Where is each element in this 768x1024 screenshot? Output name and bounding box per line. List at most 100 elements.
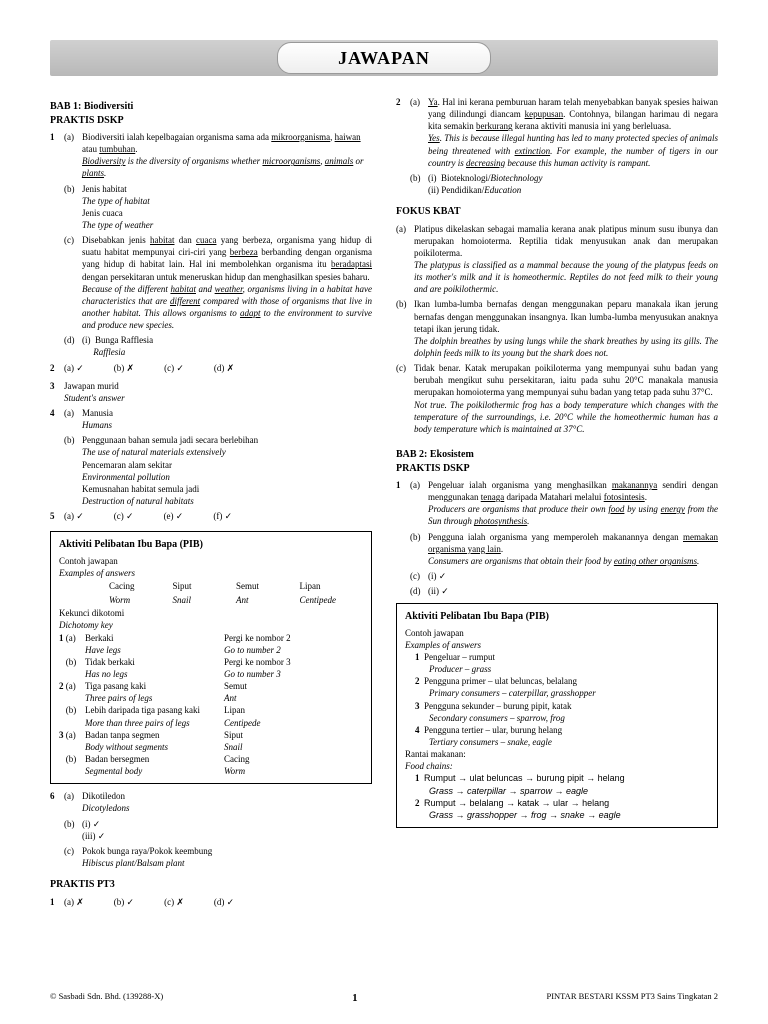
page-banner: JAWAPAN bbox=[50, 40, 718, 76]
footer-left: © Sasbadi Sdn. Bhd. (139288-X) bbox=[50, 991, 163, 1006]
q1b: (b) Jenis habitat The type of habitat Je… bbox=[50, 183, 372, 232]
pt3-c: (c) ✗ bbox=[164, 896, 184, 908]
r-q2a: 2(a) Ya. Hal ini kerana pemburuan haram … bbox=[396, 96, 718, 169]
q6c-text-e: Hibiscus plant/Balsam plant bbox=[82, 858, 185, 868]
p3: Pengguna sekunder – burung pipit, katak bbox=[424, 701, 571, 711]
hdre-1: Snail bbox=[173, 593, 237, 607]
q6a-text-e: Dicotyledons bbox=[82, 803, 130, 813]
rantai-e: Food chains: bbox=[405, 760, 709, 772]
p4e: Tertiary consumers – snake, eagle bbox=[415, 736, 709, 748]
q5a: (a) ✓ bbox=[64, 510, 84, 522]
k1a-l: Berkaki bbox=[85, 632, 224, 644]
pib2-contoh-e: Examples of answers bbox=[405, 639, 709, 651]
k2a-le: Three pairs of legs bbox=[85, 692, 224, 704]
pib-box-2: Aktiviti Pelibatan Ibu Bapa (PIB) Contoh… bbox=[396, 603, 718, 828]
k1b-l: Tidak berkaki bbox=[85, 656, 224, 668]
p3e: Secondary consumers – sparrow, frog bbox=[415, 712, 709, 724]
q4b-3e: Destruction of natural habitats bbox=[82, 496, 194, 506]
k3a-l: Badan tanpa segmen bbox=[85, 729, 224, 741]
r-q2a-text-en: Yes. This is because illegal hunting has… bbox=[428, 133, 718, 167]
k2a-l: Tiga pasang kaki bbox=[85, 680, 224, 692]
q4b-1: Penggunaan bahan semula jadi secara berl… bbox=[82, 435, 258, 445]
pib-box-1: Aktiviti Pelibatan Ibu Bapa (PIB) Contoh… bbox=[50, 531, 372, 784]
fb-text: Ikan lumba-lumba bernafas dengan menggun… bbox=[414, 299, 718, 333]
q4b-1e: The use of natural materials extensively bbox=[82, 447, 226, 457]
content-columns: BAB 1: Biodiversiti PRAKTIS DSKP 1(a) Bi… bbox=[50, 96, 718, 914]
q1b-1: Jenis habitat bbox=[82, 184, 127, 194]
pib1-contoh-e: Examples of answers bbox=[59, 567, 363, 579]
pt3-b: (b) ✓ bbox=[114, 896, 134, 908]
r-q2b: (b) (i) Bioteknologi/Biotechnology (ii) … bbox=[396, 172, 718, 196]
hdre-2: Ant bbox=[236, 593, 300, 607]
hdr-0: Cacing bbox=[109, 579, 173, 593]
kekunci-e: Dichotomy key bbox=[59, 619, 363, 631]
k1a-r: Pergi ke nombor 2 bbox=[224, 632, 363, 644]
b2-q1b-text: Pengguna ialah organisma yang memperoleh… bbox=[428, 532, 718, 554]
pib1-title: Aktiviti Pelibatan Ibu Bapa (PIB) bbox=[59, 538, 363, 552]
hdre-3: Centipede bbox=[300, 593, 364, 607]
footer-page: 1 bbox=[352, 991, 358, 1006]
q2c: (c) ✓ bbox=[164, 362, 184, 374]
b2-q1a-text: Pengeluar ialah organisma yang menghasil… bbox=[428, 480, 718, 502]
hdr-3: Lipan bbox=[300, 579, 364, 593]
k1b-r: Pergi ke nombor 3 bbox=[224, 656, 363, 668]
page-footer: © Sasbadi Sdn. Bhd. (139288-X) 1 PINTAR … bbox=[50, 991, 718, 1006]
k3b-le: Segmental body bbox=[85, 765, 224, 777]
q6c-text: Pokok bunga raya/Pokok keembung bbox=[82, 846, 212, 856]
bab1-heading: BAB 1: Biodiversiti bbox=[50, 100, 372, 114]
q6c: (c) Pokok bunga raya/Pokok keembung Hibi… bbox=[50, 845, 372, 869]
fokus-b: (b) Ikan lumba-lumba bernafas dengan men… bbox=[396, 298, 718, 359]
r2e: Grass → grasshopper → frog → snake → eag… bbox=[415, 809, 709, 821]
q6a-text: Dikotiledon bbox=[82, 791, 125, 801]
q1d-ie: Rafflesia bbox=[93, 347, 125, 357]
q1b-2: Jenis cuaca bbox=[82, 208, 123, 218]
fokus-c: (c) Tidak benar. Katak merupakan poikilo… bbox=[396, 362, 718, 435]
fokus-a: (a) Platipus dikelaskan sebagai mamalia … bbox=[396, 223, 718, 296]
pib2-title: Aktiviti Pelibatan Ibu Bapa (PIB) bbox=[405, 610, 709, 624]
q5c: (c) ✓ bbox=[114, 510, 134, 522]
b2-q1b-text-en: Consumers are organisms that obtain thei… bbox=[428, 556, 699, 566]
rantai: Rantai makanan: bbox=[405, 748, 709, 760]
b2-praktis-dskp: PRAKTIS DSKP bbox=[396, 462, 718, 476]
q6b-i: (i) ✓ bbox=[82, 819, 100, 829]
k1b-re: Go to number 3 bbox=[224, 668, 363, 680]
q1c: (c) Disebabkan jenis habitat dan cuaca y… bbox=[50, 234, 372, 331]
fc-text-en: Not true. The poikilothermic frog has a … bbox=[414, 400, 718, 434]
hdre-0: Worm bbox=[109, 593, 173, 607]
q4a: 4(a) Manusia Humans bbox=[50, 407, 372, 431]
p1e: Producer – grass bbox=[415, 663, 709, 675]
q5f: (f) ✓ bbox=[213, 510, 232, 522]
kekunci: Kekunci dikotomi bbox=[59, 607, 363, 619]
r-q2a-text: Ya. Hal ini kerana pemburuan haram telah… bbox=[428, 97, 718, 131]
k2b-r: Lipan bbox=[224, 704, 363, 716]
q1c-text-en: Because of the different habitat and wea… bbox=[82, 284, 372, 330]
q5-row: 5 (a) ✓ (c) ✓ (e) ✓ (f) ✓ bbox=[50, 510, 372, 525]
q1d: (d) (i) Bunga Rafflesia Rafflesia bbox=[50, 334, 372, 358]
k2b-l: Lebih daripada tiga pasang kaki bbox=[85, 704, 224, 716]
q3-text-e: Student's answer bbox=[64, 393, 125, 403]
q4b-3: Kemusnahan habitat semula jadi bbox=[82, 484, 199, 494]
b2-qd-text: (ii) ✓ bbox=[428, 585, 718, 597]
q4b-2: Pencemaran alam sekitar bbox=[82, 460, 172, 470]
pt3-d: (d) ✓ bbox=[214, 896, 234, 908]
p2: Pengguna primer – ulat beluncas, belalan… bbox=[424, 676, 577, 686]
k3a-le: Body without segments bbox=[85, 741, 224, 753]
b2-q1a: 1(a) Pengeluar ialah organisma yang meng… bbox=[396, 479, 718, 528]
q4a-text: Manusia bbox=[82, 408, 113, 418]
q2d: (d) ✗ bbox=[214, 362, 234, 374]
q4b: (b) Penggunaan bahan semula jadi secara … bbox=[50, 434, 372, 507]
k1b-le: Has no legs bbox=[85, 668, 224, 680]
hdr-2: Semut bbox=[236, 579, 300, 593]
k3b-l: Badan bersegmen bbox=[85, 753, 224, 765]
q4b-2e: Environmental pollution bbox=[82, 472, 170, 482]
pt3-a: (a) ✗ bbox=[64, 896, 84, 908]
q6b-iii: (iii) ✓ bbox=[82, 831, 105, 841]
pib1-contoh: Contoh jawapan bbox=[59, 555, 363, 567]
q1b-1e: The type of habitat bbox=[82, 196, 150, 206]
right-column: 2(a) Ya. Hal ini kerana pemburuan haram … bbox=[396, 96, 718, 914]
k2a-re: Ant bbox=[224, 692, 363, 704]
q1b-2e: The type of weather bbox=[82, 220, 153, 230]
q1d-i: Bunga Rafflesia bbox=[95, 335, 153, 345]
pib2-contoh: Contoh jawapan bbox=[405, 627, 709, 639]
p1: Pengeluar – rumput bbox=[424, 652, 495, 662]
